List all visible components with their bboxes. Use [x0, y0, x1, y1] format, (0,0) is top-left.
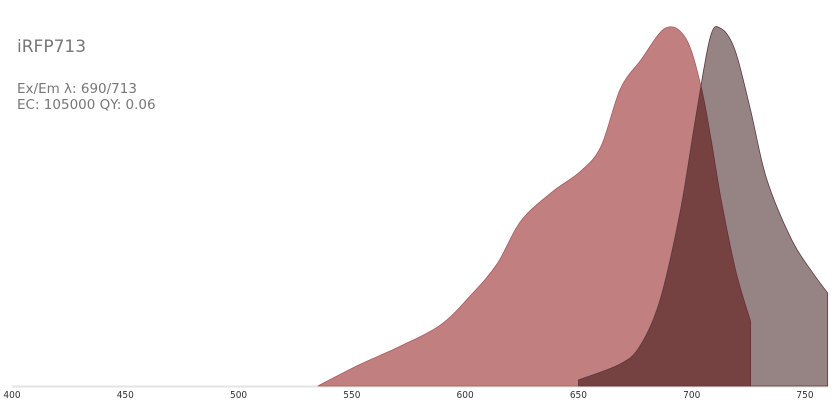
- x-tick-label: 500: [230, 390, 247, 401]
- x-tick-label: 700: [683, 390, 700, 401]
- ec-qy-label: EC: 105000 QY: 0.06: [17, 97, 156, 113]
- x-tick-label: 600: [457, 390, 474, 401]
- x-tick-label: 650: [570, 390, 587, 401]
- x-tick-label: 450: [117, 390, 134, 401]
- x-tick-label: 550: [343, 390, 360, 401]
- exem-label: Ex/Em λ: 690/713: [17, 81, 137, 97]
- emission-spectrum-area: [578, 26, 829, 387]
- x-tick-label: 750: [796, 390, 813, 401]
- protein-name: iRFP713: [17, 37, 87, 57]
- x-tick-label: 400: [3, 390, 20, 401]
- excitation-spectrum-area: [317, 26, 752, 387]
